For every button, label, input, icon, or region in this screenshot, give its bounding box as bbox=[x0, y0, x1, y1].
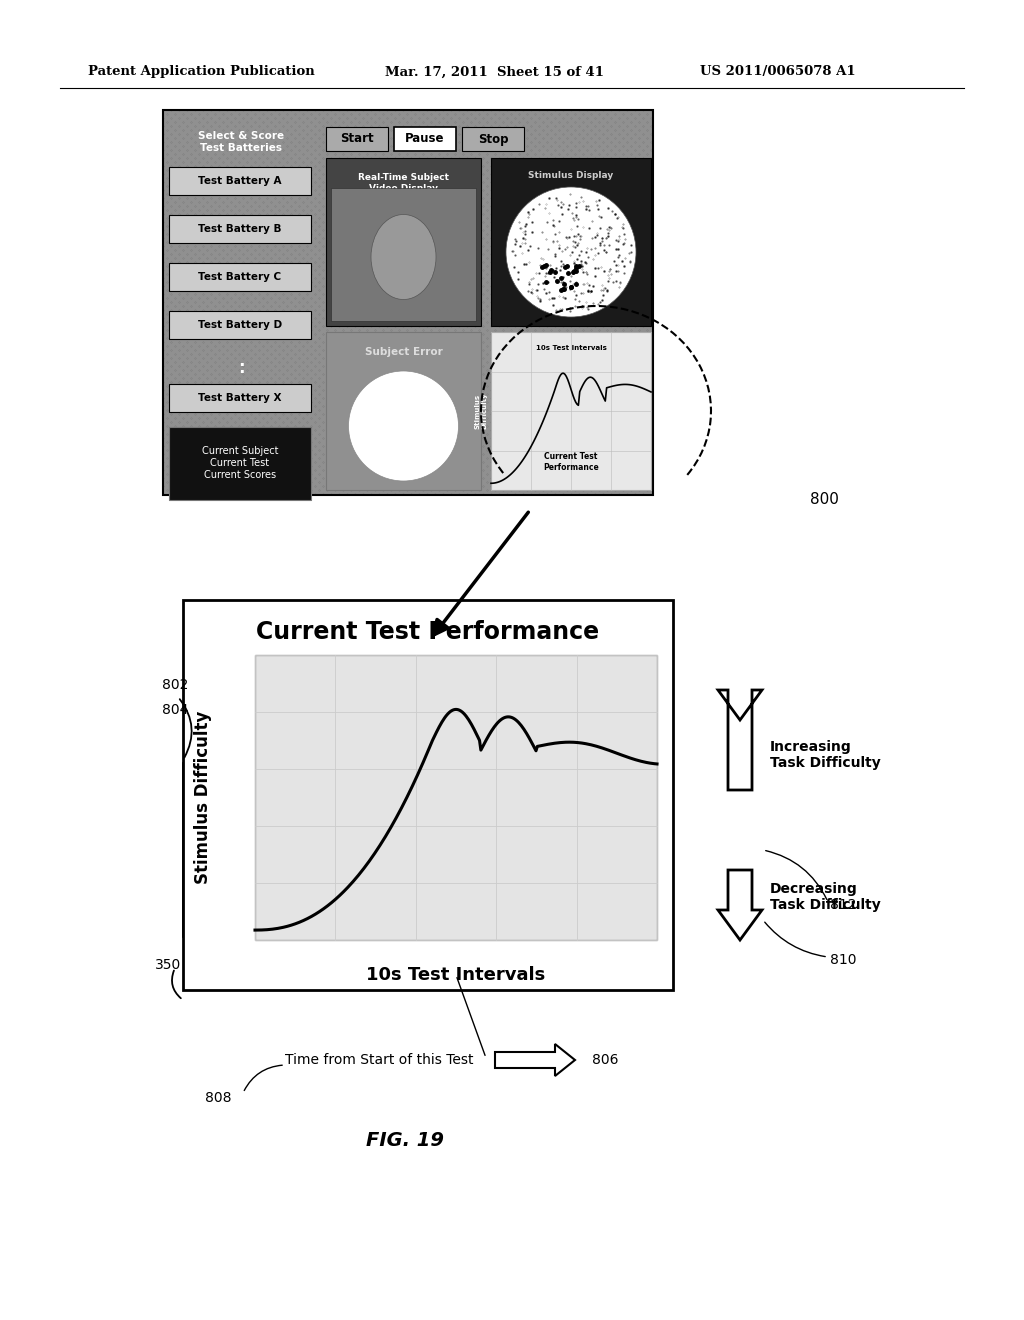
Text: Mar. 17, 2011  Sheet 15 of 41: Mar. 17, 2011 Sheet 15 of 41 bbox=[385, 66, 604, 78]
Text: 806: 806 bbox=[592, 1053, 618, 1067]
FancyArrowPatch shape bbox=[766, 850, 826, 899]
Text: :: : bbox=[238, 359, 245, 378]
Text: Patent Application Publication: Patent Application Publication bbox=[88, 66, 314, 78]
Text: 10s Test Intervals: 10s Test Intervals bbox=[536, 345, 606, 351]
FancyArrowPatch shape bbox=[457, 978, 485, 1056]
Text: 812: 812 bbox=[830, 898, 856, 912]
Ellipse shape bbox=[371, 214, 436, 300]
Bar bbox=[169, 384, 311, 412]
Polygon shape bbox=[495, 1044, 575, 1076]
Circle shape bbox=[506, 187, 636, 317]
Bar bbox=[183, 601, 673, 990]
FancyArrowPatch shape bbox=[172, 970, 181, 998]
Text: Current Test
Performance: Current Test Performance bbox=[543, 453, 599, 471]
Text: 804: 804 bbox=[162, 704, 188, 717]
Text: Current Test Performance: Current Test Performance bbox=[256, 620, 600, 644]
Bar bbox=[326, 127, 388, 150]
Text: Stop: Stop bbox=[478, 132, 508, 145]
Text: Test Battery B: Test Battery B bbox=[199, 224, 282, 234]
Text: Stimulus Difficulty: Stimulus Difficulty bbox=[194, 710, 212, 884]
Text: Pause: Pause bbox=[406, 132, 444, 145]
Text: Test Battery A: Test Battery A bbox=[199, 176, 282, 186]
Bar bbox=[490, 333, 651, 490]
Text: 810: 810 bbox=[830, 953, 856, 968]
Text: Test Battery D: Test Battery D bbox=[198, 319, 282, 330]
Bar bbox=[169, 426, 311, 500]
Text: Stimulus Display: Stimulus Display bbox=[528, 172, 613, 181]
Bar bbox=[394, 127, 456, 150]
Text: US 2011/0065078 A1: US 2011/0065078 A1 bbox=[700, 66, 856, 78]
Text: FIG. 19: FIG. 19 bbox=[366, 1130, 444, 1150]
Polygon shape bbox=[718, 870, 762, 940]
Text: 802: 802 bbox=[162, 678, 188, 692]
Bar bbox=[331, 187, 476, 321]
Text: 10s Test Intervals: 10s Test Intervals bbox=[367, 966, 546, 983]
Text: Test Battery C: Test Battery C bbox=[199, 272, 282, 282]
Bar bbox=[490, 158, 651, 326]
Bar bbox=[169, 215, 311, 243]
Text: 808: 808 bbox=[205, 1092, 231, 1105]
Bar bbox=[169, 263, 311, 290]
Bar bbox=[163, 110, 653, 495]
Text: Time from Start of this Test: Time from Start of this Test bbox=[285, 1053, 473, 1067]
Text: Stimulus
Difficulty: Stimulus Difficulty bbox=[474, 392, 487, 429]
Text: 350: 350 bbox=[155, 958, 181, 972]
Bar bbox=[462, 127, 524, 150]
FancyArrowPatch shape bbox=[765, 923, 825, 957]
Text: Real-Time Subject
Video Display: Real-Time Subject Video Display bbox=[358, 173, 449, 193]
Bar bbox=[169, 168, 311, 195]
FancyArrowPatch shape bbox=[180, 700, 191, 758]
Text: Subject Error: Subject Error bbox=[365, 347, 442, 356]
FancyArrowPatch shape bbox=[245, 1065, 283, 1090]
Bar bbox=[169, 312, 311, 339]
Ellipse shape bbox=[348, 371, 459, 480]
Text: Test Battery X: Test Battery X bbox=[199, 393, 282, 403]
Text: Decreasing
Task Difficulty: Decreasing Task Difficulty bbox=[770, 882, 881, 912]
Text: 800: 800 bbox=[810, 492, 839, 507]
Text: Increasing
Task Difficulty: Increasing Task Difficulty bbox=[770, 741, 881, 770]
Bar bbox=[326, 333, 481, 490]
Text: Current Subject
Current Test
Current Scores: Current Subject Current Test Current Sco… bbox=[202, 446, 279, 479]
Text: Select & Score
Test Batteries: Select & Score Test Batteries bbox=[198, 131, 284, 153]
Text: Start: Start bbox=[340, 132, 374, 145]
Bar bbox=[326, 158, 481, 326]
Polygon shape bbox=[718, 690, 762, 789]
Bar bbox=[255, 655, 657, 940]
